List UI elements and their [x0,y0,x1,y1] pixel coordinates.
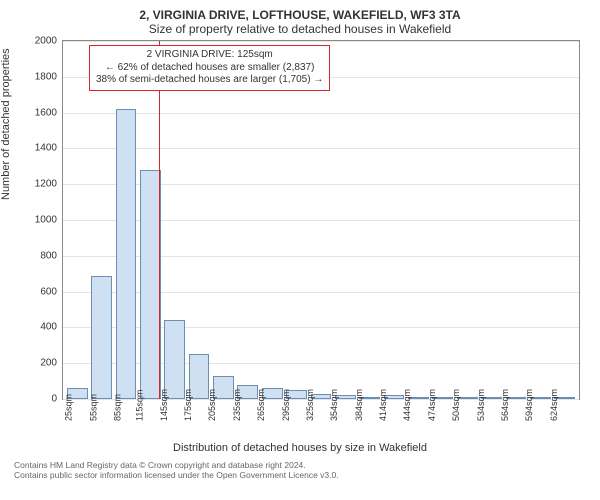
x-tick-label: 145sqm [159,389,169,421]
x-tick-label: 594sqm [524,389,534,421]
y-tick-label: 1600 [35,107,57,118]
bar-slot: 474sqm [431,41,455,399]
bar-slot: 55sqm [89,41,113,399]
bar-slot: 175sqm [187,41,211,399]
histogram-bar [91,276,112,400]
x-tick-label: 444sqm [402,389,412,421]
x-tick-label: 624sqm [549,389,559,421]
x-tick-label: 265sqm [256,389,266,421]
annotation-line: ← 62% of detached houses are smaller (2,… [96,62,323,75]
y-tick-label: 1000 [35,215,57,226]
bar-slot: 85sqm [114,41,138,399]
x-tick-label: 384sqm [354,389,364,421]
x-tick-label: 325sqm [305,389,315,421]
y-tick-label: 0 [51,394,57,405]
x-tick-label: 295sqm [281,389,291,421]
bar-slot: 624sqm [553,41,577,399]
y-tick-label: 600 [40,286,57,297]
x-tick-label: 25sqm [64,394,74,421]
x-tick-label: 354sqm [329,389,339,421]
bar-slot: 534sqm [479,41,503,399]
x-tick-label: 85sqm [112,394,122,421]
x-tick-label: 175sqm [183,389,193,421]
x-tick-label: 55sqm [88,394,98,421]
bar-slot: 504sqm [455,41,479,399]
y-tick-label: 2000 [35,36,57,47]
reference-line [159,41,160,399]
bar-slot: 564sqm [504,41,528,399]
x-tick-label: 564sqm [500,389,510,421]
x-axis-label: Distribution of detached houses by size … [10,442,590,454]
bar-slot: 295sqm [284,41,308,399]
bar-slot: 444sqm [406,41,430,399]
x-tick-label: 115sqm [135,390,145,421]
x-tick-label: 474sqm [427,389,437,421]
bar-slot: 265sqm [260,41,284,399]
x-tick-label: 205sqm [207,389,217,421]
histogram-bar [116,109,137,399]
histogram-bar [164,320,185,399]
x-tick-label: 534sqm [476,389,486,421]
x-tick-label: 235sqm [232,389,242,421]
x-tick-label: 414sqm [378,389,388,421]
y-axis-label: Number of detached properties [0,48,12,200]
x-tick-label: 504sqm [451,389,461,421]
annotation-line: 2 VIRGINIA DRIVE: 125sqm [96,49,323,62]
chart-subtitle: Size of property relative to detached ho… [10,22,590,36]
bar-slot: 25sqm [65,41,89,399]
bar-slot: 145sqm [163,41,187,399]
chart-title-address: 2, VIRGINIA DRIVE, LOFTHOUSE, WAKEFIELD,… [10,8,590,22]
y-tick-label: 400 [40,322,57,333]
y-tick-label: 1200 [35,179,57,190]
y-tick-label: 1400 [35,143,57,154]
y-tick-label: 200 [40,358,57,369]
bar-slot: 205sqm [211,41,235,399]
y-tick-label: 1800 [35,71,57,82]
bar-slot: 384sqm [358,41,382,399]
y-tick-label: 800 [40,250,57,261]
annotation-box: 2 VIRGINIA DRIVE: 125sqm← 62% of detache… [89,45,330,91]
bar-slot: 594sqm [528,41,552,399]
attribution-footer: Contains HM Land Registry data © Crown c… [10,460,590,480]
bar-slot: 354sqm [333,41,357,399]
bar-slot: 235sqm [236,41,260,399]
bars-group: 25sqm55sqm85sqm115sqm145sqm175sqm205sqm2… [63,41,579,399]
footer-line-2: Contains public sector information licen… [14,470,590,480]
plot-area: 020040060080010001200140016001800200025s… [62,40,580,400]
chart-container: 2, VIRGINIA DRIVE, LOFTHOUSE, WAKEFIELD,… [0,0,600,500]
footer-line-1: Contains HM Land Registry data © Crown c… [14,460,590,470]
annotation-line: 38% of semi-detached houses are larger (… [96,74,323,87]
bar-slot: 325sqm [309,41,333,399]
histogram-bar [140,170,161,399]
bar-slot: 414sqm [382,41,406,399]
